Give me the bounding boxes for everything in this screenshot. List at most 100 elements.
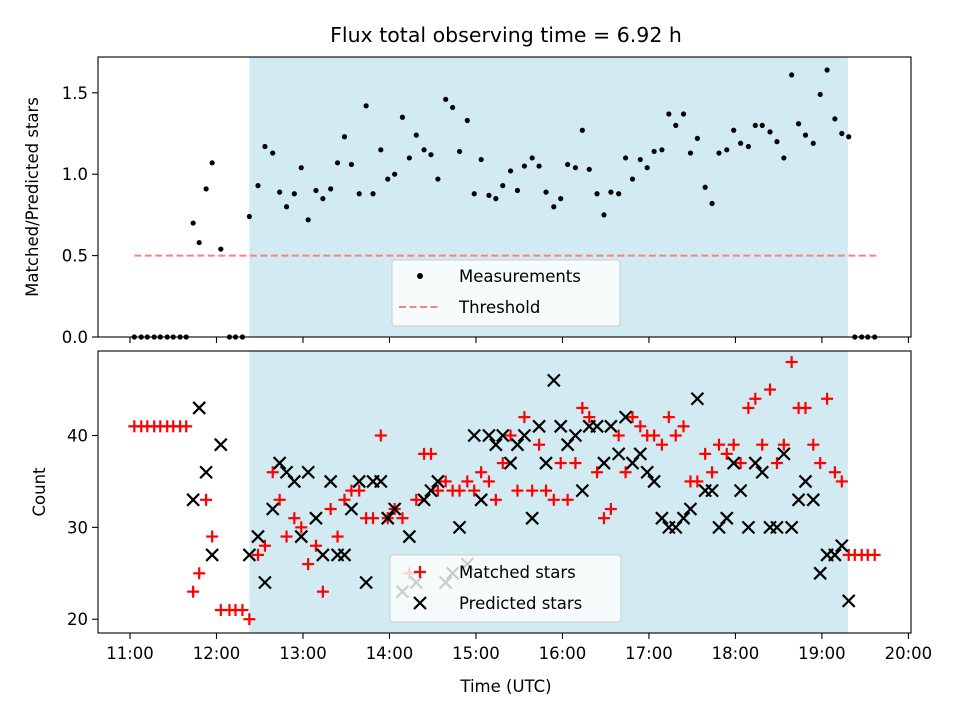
matched-star-point (699, 447, 712, 460)
measurement-point (378, 147, 384, 153)
ratio-ytick-label: 0.0 (62, 328, 88, 347)
measurement-point (421, 147, 427, 153)
measurement-point (356, 191, 362, 197)
measurement-point (443, 96, 449, 102)
predicted-star-point (532, 419, 546, 434)
predicted-star-point (205, 548, 219, 562)
measurement-point (209, 160, 215, 166)
ratio-y-ticks: 0.0 0.5 1.0 1.5 (62, 84, 98, 347)
legend-threshold-label: Threshold (458, 298, 540, 317)
measurement-point (716, 150, 722, 156)
predicted-star-point (777, 447, 791, 461)
measurement-point (839, 130, 845, 137)
measurement-point (385, 176, 391, 182)
predicted-star-point (452, 520, 467, 535)
matched-star-point (749, 392, 762, 405)
ratio-ytick-label: 1.0 (62, 165, 88, 184)
predicted-star-point (402, 529, 417, 544)
x-tick-label: 12:00 (193, 644, 241, 663)
measurement-point (435, 176, 441, 182)
predicted-star-point (309, 511, 323, 525)
matched-star-point (374, 429, 387, 442)
matched-star-point (511, 484, 524, 497)
measurement-point (774, 139, 780, 145)
predicted-star-point (265, 502, 280, 516)
measurement-point (616, 191, 622, 197)
matched-star-point (187, 585, 200, 598)
matched-stars-points (128, 356, 881, 626)
matched-star-point (461, 475, 474, 488)
matched-star-point (316, 585, 329, 598)
matched-star-point (626, 411, 639, 424)
measurement-point (328, 186, 334, 192)
predicted-star-point (791, 493, 806, 507)
predicted-star-point (251, 529, 265, 544)
predicted-star-point (568, 428, 583, 443)
legend-predicted-marker (413, 596, 427, 610)
legend-measurements-marker (417, 273, 423, 279)
matched-star-point (619, 466, 632, 479)
predicted-star-point (192, 401, 206, 415)
predicted-star-point (597, 456, 611, 470)
matched-star-point (540, 484, 553, 497)
matched-star-point (288, 512, 301, 525)
measurement-point (565, 161, 571, 168)
measurement-point (363, 103, 369, 109)
measurement-point (673, 122, 679, 128)
measurement-point (283, 204, 290, 210)
count-legend: Matched stars Predicted stars (389, 554, 622, 623)
matched-star-point (677, 420, 690, 433)
matched-star-point (266, 466, 279, 479)
count-x-ticks: 11:00 12:00 13:00 14:00 15:00 16:00 17:00 18:00… (106, 633, 932, 663)
measurement-point (428, 152, 434, 158)
measurement-point (622, 155, 629, 161)
predicted-star-point (431, 474, 445, 489)
matched-star-point (712, 438, 725, 451)
predicted-star-point (323, 474, 338, 489)
measurement-point (594, 191, 600, 197)
matched-star-point (591, 466, 604, 479)
measurement-point (709, 200, 715, 207)
matched-star-point (252, 548, 265, 561)
measurement-point (637, 156, 643, 163)
ratio-x-ticks (129, 337, 909, 343)
matched-star-point (770, 457, 783, 470)
matched-star-point (799, 401, 812, 414)
predicted-star-point (618, 410, 633, 424)
matched-star-point (655, 438, 668, 451)
matched-star-point (309, 539, 322, 552)
measurement-point (644, 165, 650, 171)
predicted-star-point (655, 511, 669, 525)
matched-star-point (576, 401, 589, 414)
measurement-point (795, 121, 802, 127)
x-tick-label: 19:00 (798, 644, 846, 663)
measurement-point (651, 148, 657, 155)
count-y-axis-label: Count (30, 467, 49, 517)
predicted-star-point (374, 474, 388, 489)
predicted-star-point (798, 474, 813, 489)
measurement-point (291, 191, 297, 197)
measurement-point (298, 165, 304, 171)
matched-star-point (324, 502, 337, 515)
measurement-point (558, 196, 564, 202)
matched-star-point (302, 558, 315, 571)
matched-star-point (727, 438, 740, 451)
measurement-point (464, 117, 470, 124)
matched-star-point (777, 438, 790, 451)
predicted-star-point (553, 419, 568, 434)
measurement-point (731, 127, 737, 133)
matched-star-point (468, 484, 481, 497)
matched-star-point (410, 493, 423, 506)
predicted-star-point (489, 437, 503, 452)
measurement-point (666, 111, 672, 117)
matched-star-point (424, 447, 437, 460)
predicted-star-point (272, 456, 287, 470)
matched-star-point (533, 438, 546, 451)
matched-star-point (569, 457, 582, 470)
matched-star-point (280, 530, 293, 543)
measurement-point (486, 192, 492, 198)
measurement-point (832, 116, 838, 122)
matched-star-point (814, 457, 827, 470)
predicted-star-point (835, 538, 849, 553)
matched-star-point (475, 466, 488, 479)
